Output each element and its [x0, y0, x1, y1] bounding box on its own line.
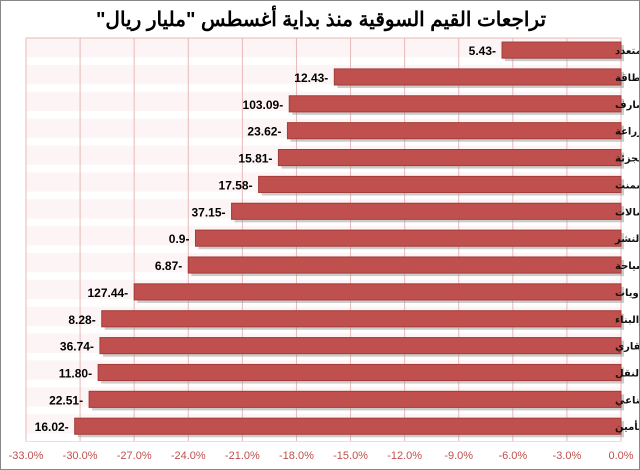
- data-label: 0.9-: [169, 232, 190, 246]
- bar: [277, 148, 622, 167]
- x-tick-label: -15.0%: [333, 450, 368, 462]
- category-label: الزراعة: [615, 127, 640, 138]
- x-tick-label: -12.0%: [387, 450, 422, 462]
- category-label: المصارف: [615, 100, 640, 111]
- data-label: 22.51-: [49, 393, 83, 407]
- chart-title: تراجعات القيم السوقية منذ بداية أغسطس "م…: [95, 9, 547, 31]
- row-stripe: [26, 57, 621, 65]
- data-label: 17.58-: [219, 178, 253, 192]
- data-label: 15.81-: [238, 152, 272, 166]
- category-label: التطوير العقاري: [615, 342, 640, 353]
- bar: [133, 283, 622, 301]
- bar: [194, 229, 622, 247]
- data-label: 5.43-: [469, 44, 496, 58]
- category-label: الاعلام والنشر: [614, 234, 640, 245]
- row-stripe: [26, 84, 621, 92]
- bar: [101, 310, 622, 328]
- data-label: 23.62-: [247, 125, 281, 139]
- data-label: 8.28-: [68, 313, 95, 327]
- x-tick-label: -3.0%: [553, 450, 582, 462]
- data-label: 127.44-: [87, 286, 128, 300]
- x-tick-label: -6.0%: [498, 450, 527, 462]
- category-label: البتروكيماويات: [615, 288, 640, 299]
- data-label: 12.43-: [294, 71, 328, 85]
- bar: [187, 256, 622, 274]
- bar: [99, 337, 622, 355]
- category-label: النقل: [615, 368, 640, 379]
- category-label: الفنادق والسياحة: [615, 261, 640, 272]
- data-label: 103.09-: [243, 98, 284, 112]
- bar: [258, 175, 622, 193]
- bar: [97, 363, 622, 382]
- category-label: الاسمنت: [615, 180, 640, 191]
- category-label: الاستثمار الصناعي: [615, 395, 640, 406]
- bar: [88, 390, 622, 408]
- category-label: التأمين: [615, 420, 640, 433]
- category-label: الاتصالات: [615, 207, 640, 218]
- x-tick-label: -21.0%: [225, 450, 260, 462]
- category-label: التشييد والبناء: [615, 315, 640, 326]
- bar: [288, 95, 622, 113]
- x-tick-label: -30.0%: [63, 450, 98, 462]
- data-label: 16.02-: [35, 420, 69, 434]
- x-tick-label: 0.0%: [608, 450, 633, 462]
- data-label: 36.74-: [60, 340, 94, 354]
- x-tick-label: -18.0%: [279, 450, 314, 462]
- data-label: 11.80-: [59, 366, 92, 380]
- bar: [286, 122, 622, 140]
- bar: [501, 41, 622, 59]
- category-label: الطاقة: [615, 73, 640, 84]
- bar: [231, 202, 622, 220]
- category-label: التجزئة: [615, 154, 640, 165]
- bar: [333, 68, 622, 86]
- data-label: 6.87-: [155, 259, 182, 273]
- bar: [74, 417, 622, 435]
- data-label: 37.15-: [192, 205, 226, 219]
- x-tick-label: -24.0%: [171, 450, 206, 462]
- x-tick-label: -27.0%: [117, 450, 152, 462]
- x-tick-label: -33.0%: [9, 450, 44, 462]
- x-tick-label: -9.0%: [444, 450, 473, 462]
- category-label: الاستثمار المتعدد: [615, 46, 640, 57]
